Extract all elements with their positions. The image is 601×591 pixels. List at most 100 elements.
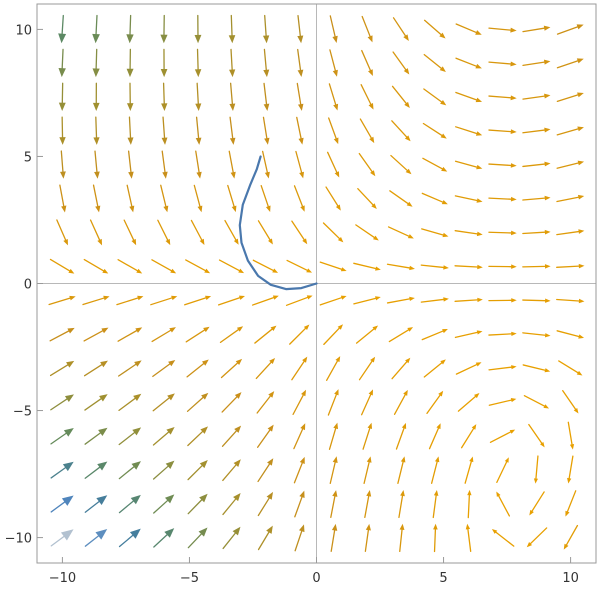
vector-head	[405, 168, 412, 175]
vector-head	[204, 268, 211, 274]
vector-arrow	[187, 527, 208, 549]
y-tick-label: −5	[13, 405, 32, 420]
vector-shaft	[222, 464, 237, 482]
vector-arrow	[294, 524, 305, 552]
vector-arrow	[252, 259, 279, 273]
vector-arrow	[361, 49, 373, 77]
vector-arrow	[422, 157, 448, 172]
vector-head	[163, 205, 169, 213]
vector-head	[476, 231, 483, 237]
vector-shaft	[218, 297, 241, 306]
vector-arrow	[522, 264, 551, 269]
vector-arrow	[255, 357, 276, 380]
vector-arrow	[285, 295, 313, 306]
vector-arrow	[327, 389, 339, 416]
vector-arrow	[127, 150, 134, 179]
vector-arrow	[126, 184, 135, 213]
vector-head	[233, 492, 241, 502]
vector-head	[434, 456, 440, 463]
vector-shaft	[263, 48, 267, 71]
vector-arrow	[257, 220, 273, 245]
vector-arrow	[83, 360, 108, 377]
vector-arrow	[565, 490, 577, 517]
vector-head	[234, 425, 242, 433]
vector-shaft	[293, 185, 304, 207]
vector-shaft	[522, 197, 546, 201]
vector-head	[399, 523, 405, 531]
vector-shaft	[50, 467, 67, 479]
vector-head	[269, 357, 276, 365]
vector-head	[135, 327, 143, 333]
vector-shaft	[56, 219, 67, 241]
vector-arrow	[556, 194, 585, 203]
vector-head	[199, 238, 205, 245]
x-tick-label: 5	[439, 571, 447, 586]
vector-shaft	[422, 122, 443, 137]
vector-arrow	[455, 91, 483, 103]
vector-arrow	[84, 529, 108, 547]
vector-head	[335, 356, 341, 363]
vector-shaft	[355, 328, 375, 344]
x-tick-label: 0	[312, 571, 320, 586]
vector-head	[578, 298, 585, 304]
vector-shaft	[296, 116, 302, 139]
vector-shaft	[157, 219, 169, 241]
vector-shaft	[84, 535, 100, 547]
vector-head	[265, 205, 271, 212]
vector-arrow	[228, 14, 236, 44]
vector-arrow	[50, 461, 74, 479]
vector-head	[340, 267, 347, 272]
vector-arrow	[421, 329, 448, 341]
trajectory-layer	[238, 155, 318, 291]
vector-shaft	[82, 297, 105, 306]
vector-shaft	[357, 188, 374, 206]
vector-head	[340, 295, 347, 300]
vector-shaft	[455, 91, 478, 101]
vector-shaft	[83, 258, 105, 272]
vector-shaft	[421, 192, 444, 203]
vector-arrow	[454, 160, 483, 170]
vector-head	[171, 295, 178, 301]
vector-arrow	[522, 332, 551, 338]
vector-head	[371, 203, 377, 209]
vector-shaft	[488, 399, 512, 406]
vector-head	[95, 529, 108, 540]
vector-shaft	[294, 496, 303, 518]
vector-shaft	[162, 82, 165, 105]
vector-arrow	[92, 14, 100, 44]
vector-arrow	[399, 523, 405, 553]
vector-head	[476, 330, 483, 335]
vector-arrow	[328, 83, 339, 111]
vector-head	[368, 69, 373, 77]
vector-shaft	[329, 15, 336, 38]
vector-arrow	[360, 84, 374, 110]
vector-arrow	[127, 116, 134, 145]
vector-arrow	[455, 23, 482, 35]
vector-shaft	[118, 534, 134, 548]
vector-head	[577, 160, 585, 166]
vector-shaft	[229, 116, 234, 139]
vector-arrow	[187, 426, 208, 447]
vector-arrow	[488, 27, 517, 33]
vector-head	[440, 99, 447, 106]
vector-head	[331, 523, 338, 531]
vector-arrow	[398, 490, 405, 519]
vector-arrow	[488, 264, 517, 269]
vector-shaft	[420, 264, 445, 269]
vector-arrow	[254, 325, 277, 344]
y-tick-label: 0	[24, 278, 32, 293]
vector-shaft	[254, 328, 273, 344]
vector-head	[404, 101, 410, 109]
vector-arrow	[195, 82, 202, 112]
vector-arrow	[358, 152, 376, 177]
vector-shaft	[390, 154, 408, 172]
vector-shaft	[398, 495, 404, 519]
vector-head	[165, 460, 175, 469]
vector-shaft	[291, 220, 305, 241]
vector-shaft	[432, 494, 437, 519]
vector-arrow	[467, 489, 472, 519]
vector-arrow	[420, 264, 449, 270]
vector-head	[67, 327, 75, 334]
vector-head	[403, 68, 410, 75]
vector-arrow	[228, 150, 236, 179]
